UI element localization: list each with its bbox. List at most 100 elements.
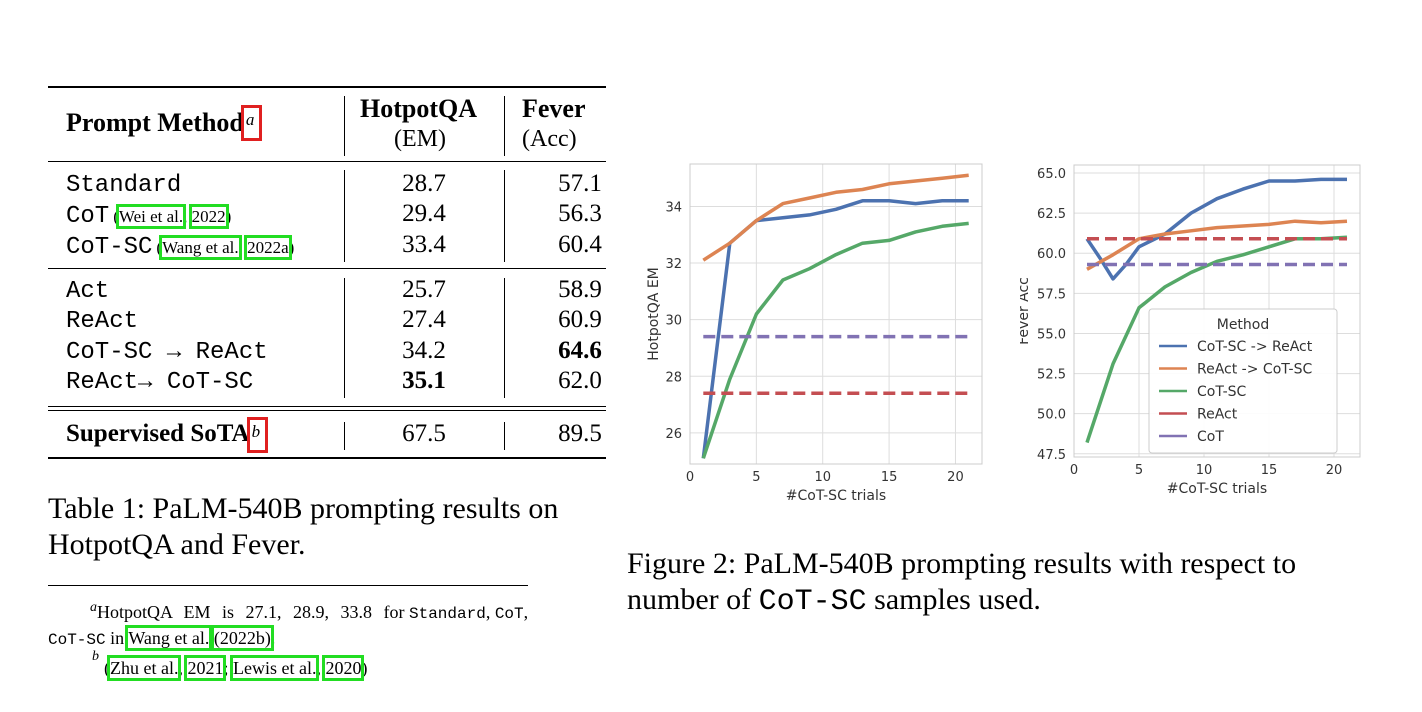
fever-react-to-cot-sc: 62.0: [558, 367, 602, 394]
citation-link[interactable]: Wei et al.: [115, 204, 187, 229]
header-fever-metric: (Acc): [522, 126, 577, 152]
legend-label: CoT-SC -> ReAct: [1197, 339, 1313, 355]
footnote-a-mark: a: [90, 600, 97, 615]
x-tick-label: 0: [1070, 463, 1078, 478]
column-separator: [344, 170, 345, 262]
hotpot-act: 25.7: [402, 276, 446, 303]
y-tick-label: 30: [665, 314, 682, 329]
header-rule: [48, 161, 606, 162]
fever-cot-sc: 60.4: [558, 231, 602, 258]
citation-link[interactable]: (2022b): [210, 625, 274, 651]
method-cot-sc-to-react: CoT-SC → ReAct: [66, 339, 268, 366]
legend-label: CoT-SC: [1197, 384, 1247, 400]
footnote-b-marker[interactable]: b: [246, 417, 269, 453]
x-tick-label: 15: [881, 470, 898, 485]
header-hotpotqa-metric: (EM): [394, 126, 446, 152]
x-tick-label: 5: [1135, 463, 1143, 478]
y-axis-label: Fever Acc: [1020, 277, 1032, 345]
citation-link[interactable]: 2021: [184, 655, 227, 681]
y-tick-label: 65.0: [1037, 167, 1066, 182]
series-line-cot-sc: [701, 221, 969, 459]
y-tick-label: 47.5: [1037, 448, 1066, 463]
y-tick-label: 55.0: [1037, 327, 1066, 342]
footnote-a: aHotpotQA EM is 27.1, 28.9, 33.8 for Sta…: [48, 600, 529, 651]
method-cot: CoT (Wei et al., 2022): [66, 203, 232, 230]
x-tick-label: 5: [752, 470, 760, 485]
fever-standard: 57.1: [558, 170, 602, 197]
x-tick-label: 10: [814, 470, 831, 485]
footnote-b-mark: b: [92, 649, 99, 664]
hotpotqa-chart: 0 5 10 15 20 26 28 30 32 34 #CoT-SC trials HotpotQA…: [646, 163, 983, 504]
series-line-cot-sc-react: [1085, 177, 1347, 281]
method-supervised-sota: Supervised SoTA b: [66, 417, 269, 453]
column-separator: [344, 422, 345, 450]
citation-link[interactable]: Lewis et al.: [229, 655, 320, 681]
y-tick-label: 26: [665, 427, 682, 442]
y-tick-label: 50.0: [1037, 408, 1066, 423]
method-cot-sc: CoT-SC (Wang et al., 2022a): [66, 234, 295, 261]
citation-link[interactable]: Wang et al.: [125, 625, 213, 651]
x-tick-label: 20: [1326, 463, 1343, 478]
group-rule: [48, 268, 606, 269]
legend-box: [1148, 308, 1338, 454]
y-tick-label: 34: [665, 200, 682, 215]
hotpot-cot-sc-to-react: 34.2: [402, 337, 446, 364]
fever-chart: 0 5 10 15 20 47.5 50.0 52.5 55.0 57.5 60.0 62.5 65.0…: [1020, 164, 1361, 497]
x-axis-label: #CoT-SC trials: [786, 488, 886, 504]
fever-sota: 89.5: [558, 420, 602, 447]
plot-frame: [689, 163, 983, 465]
y-tick-label: 52.5: [1037, 368, 1066, 383]
citation-link[interactable]: Zhu et al.: [106, 655, 182, 681]
series-line-react-cot-sc: [1086, 219, 1348, 271]
legend-label: ReAct: [1197, 407, 1238, 423]
method-react-to-cot-sc: ReAct→ CoT-SC: [66, 369, 254, 396]
method-act: Act: [66, 278, 110, 305]
column-separator: [344, 278, 345, 398]
y-axis-label: HotpotQA EM: [646, 267, 662, 361]
citation-link[interactable]: 2020: [322, 655, 365, 681]
y-tick-label: 32: [665, 257, 682, 272]
footnote-b: (Zhu et al., 2021; Lewis et al., 2020): [104, 655, 368, 681]
column-separator: [504, 422, 505, 450]
method-standard: Standard: [66, 172, 182, 199]
series-line-react-cot-sc: [702, 173, 969, 262]
hotpot-cot-sc: 33.4: [402, 231, 446, 258]
table-caption: Table 1: PaLM-540B prompting results on …: [48, 492, 559, 561]
citation-link[interactable]: Wang et al.: [159, 235, 242, 260]
x-tick-label: 20: [947, 470, 964, 485]
citation-link[interactable]: 2022: [188, 204, 229, 229]
header-hotpotqa: HotpotQA: [360, 94, 477, 123]
x-tick-label: 0: [686, 470, 694, 485]
column-separator: [504, 278, 505, 398]
series-line-cot-sc-react: [701, 199, 969, 459]
header-separator: [344, 96, 345, 156]
legend: Method CoT-SC -> ReAct ReAct -> CoT-SC CoT-…: [1148, 308, 1338, 454]
x-tick-label: 15: [1261, 463, 1278, 478]
citation-link[interactable]: 2022a: [244, 235, 292, 260]
figure-caption-line1: Figure 2: PaLM-540B prompting results wi…: [627, 547, 1297, 580]
double-rule-bottom: [48, 410, 606, 411]
hotpot-react-to-cot-sc: 35.1: [402, 367, 446, 394]
figure-caption: Figure 2: PaLM-540B prompting results wi…: [627, 546, 1417, 620]
table-top-rule: [48, 86, 606, 88]
y-tick-label: 62.5: [1037, 207, 1066, 222]
fever-cot: 56.3: [558, 200, 602, 227]
y-tick-label: 60.0: [1037, 247, 1066, 262]
column-separator: [504, 170, 505, 262]
y-tick-label: 57.5: [1037, 287, 1066, 302]
y-tick-label: 28: [665, 370, 682, 385]
table-bottom-rule: [48, 457, 606, 459]
hotpot-sota: 67.5: [402, 420, 446, 447]
header-fever: Fever: [522, 94, 586, 123]
fever-act: 58.9: [558, 276, 602, 303]
x-axis-label: #CoT-SC trials: [1167, 481, 1267, 497]
double-rule-top: [48, 406, 606, 407]
hotpot-cot: 29.4: [402, 200, 446, 227]
footnote-a-marker[interactable]: a: [240, 105, 263, 141]
hotpot-standard: 28.7: [402, 170, 446, 197]
fever-react: 60.9: [558, 306, 602, 333]
legend-label: ReAct -> CoT-SC: [1197, 362, 1312, 378]
method-react: ReAct: [66, 308, 139, 335]
legend-label: CoT: [1197, 429, 1224, 445]
header-separator: [504, 96, 505, 156]
